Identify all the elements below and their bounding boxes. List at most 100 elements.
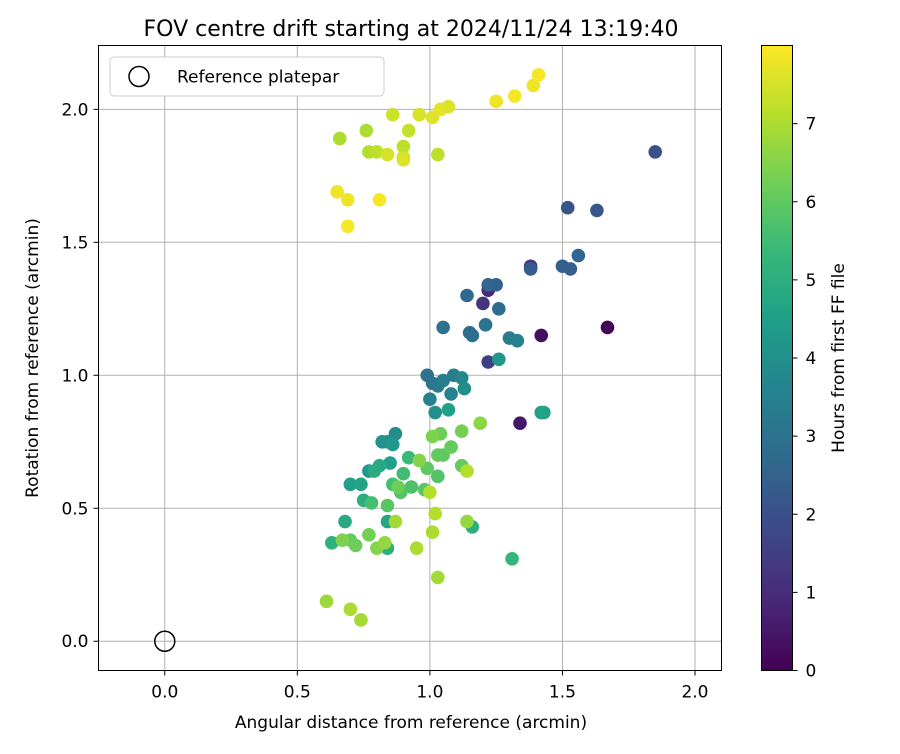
data-point (428, 506, 442, 521)
chart-title: FOV centre drift starting at 2024/11/24 … (144, 17, 679, 42)
data-point (364, 496, 379, 510)
data-point (396, 139, 411, 154)
data-point (324, 536, 339, 550)
data-point (513, 416, 527, 430)
data-point (404, 480, 419, 494)
data-point (492, 301, 506, 316)
colorbar-tick-label: 3 (806, 427, 817, 447)
data-point (473, 416, 488, 430)
data-point (600, 320, 615, 335)
data-point (388, 514, 403, 529)
data-point (338, 514, 352, 529)
x-axis-label: Angular distance from reference (arcmin) (235, 713, 587, 733)
data-point (441, 99, 456, 114)
x-tick-label: 1.0 (416, 683, 443, 703)
data-point (505, 551, 519, 566)
grid (98, 45, 722, 671)
data-point (362, 528, 376, 542)
y-tick-label: 0.5 (61, 499, 88, 519)
data-point (343, 602, 358, 617)
data-point (388, 426, 403, 441)
data-point (340, 192, 355, 207)
data-point (385, 107, 400, 122)
legend-label: Reference platepar (177, 68, 339, 88)
colorbar-tick-label: 6 (806, 193, 817, 213)
y-tick-label: 0.0 (61, 632, 88, 652)
data-point (560, 200, 575, 215)
data-point (412, 107, 427, 122)
data-point (380, 147, 395, 162)
data-point (354, 477, 368, 492)
x-tick-label: 2.0 (681, 683, 708, 703)
data-point (367, 464, 382, 478)
x-tick-label: 1.5 (549, 683, 576, 703)
data-point (372, 192, 387, 207)
data-point (441, 403, 456, 417)
x-tick-label: 0.0 (151, 683, 178, 703)
data-point (507, 89, 522, 103)
data-point (330, 184, 344, 199)
data-point (460, 288, 474, 303)
y-axis-ticks: 0.0 0.5 1.0 1.5 2.0 (61, 100, 99, 652)
data-point (348, 538, 363, 553)
data-point (436, 320, 450, 335)
plot-frame (98, 45, 722, 671)
y-tick-label: 2.0 (61, 100, 88, 120)
colorbar-tick-label: 7 (806, 115, 817, 135)
data-point (481, 278, 496, 292)
data-point (444, 387, 458, 401)
data-point (396, 153, 411, 167)
y-tick-label: 1.5 (61, 233, 88, 253)
data-point (460, 514, 474, 529)
colorbar-ticks: 0 1 2 3 4 5 6 7 (792, 115, 817, 682)
data-point (563, 262, 578, 276)
data-points (319, 67, 663, 627)
colorbar-tick-label: 5 (806, 271, 817, 291)
data-point (571, 248, 586, 263)
data-point (436, 373, 450, 388)
colorbar-label: Hours from first FF file (829, 263, 849, 453)
data-point (375, 434, 389, 449)
data-point (425, 525, 440, 540)
data-point (335, 533, 350, 547)
data-point (359, 123, 374, 138)
data-point (343, 477, 358, 492)
reference-layer (154, 630, 176, 652)
data-point (478, 317, 493, 332)
data-point (340, 219, 355, 234)
data-point (354, 613, 368, 627)
x-axis-ticks: 0.0 0.5 1.0 1.5 2.0 (151, 670, 709, 703)
colorbar (761, 45, 793, 671)
data-point (465, 328, 480, 343)
data-point (396, 466, 411, 481)
data-point (423, 485, 437, 500)
data-point (383, 456, 397, 470)
data-point (425, 429, 440, 444)
data-point (460, 464, 474, 478)
data-point (431, 570, 445, 585)
data-point (454, 424, 469, 438)
data-point (412, 453, 427, 468)
data-point (444, 440, 458, 454)
data-point (510, 333, 525, 348)
data-point (380, 498, 395, 513)
data-point (476, 296, 490, 311)
data-point (401, 450, 416, 465)
data-point (489, 94, 503, 109)
data-point (481, 355, 496, 369)
y-axis-label: Rotation from reference (arcmin) (23, 218, 43, 498)
data-point (526, 78, 541, 93)
reference-platepar-marker (154, 630, 176, 652)
data-point (534, 328, 549, 343)
data-point (409, 541, 424, 555)
data-point (332, 131, 347, 146)
data-point (428, 405, 442, 420)
y-tick-label: 1.0 (61, 366, 88, 386)
colorbar-tick-label: 4 (806, 349, 817, 369)
data-point (431, 469, 445, 484)
data-point (590, 203, 604, 218)
data-point (431, 147, 445, 162)
data-point (457, 381, 472, 396)
